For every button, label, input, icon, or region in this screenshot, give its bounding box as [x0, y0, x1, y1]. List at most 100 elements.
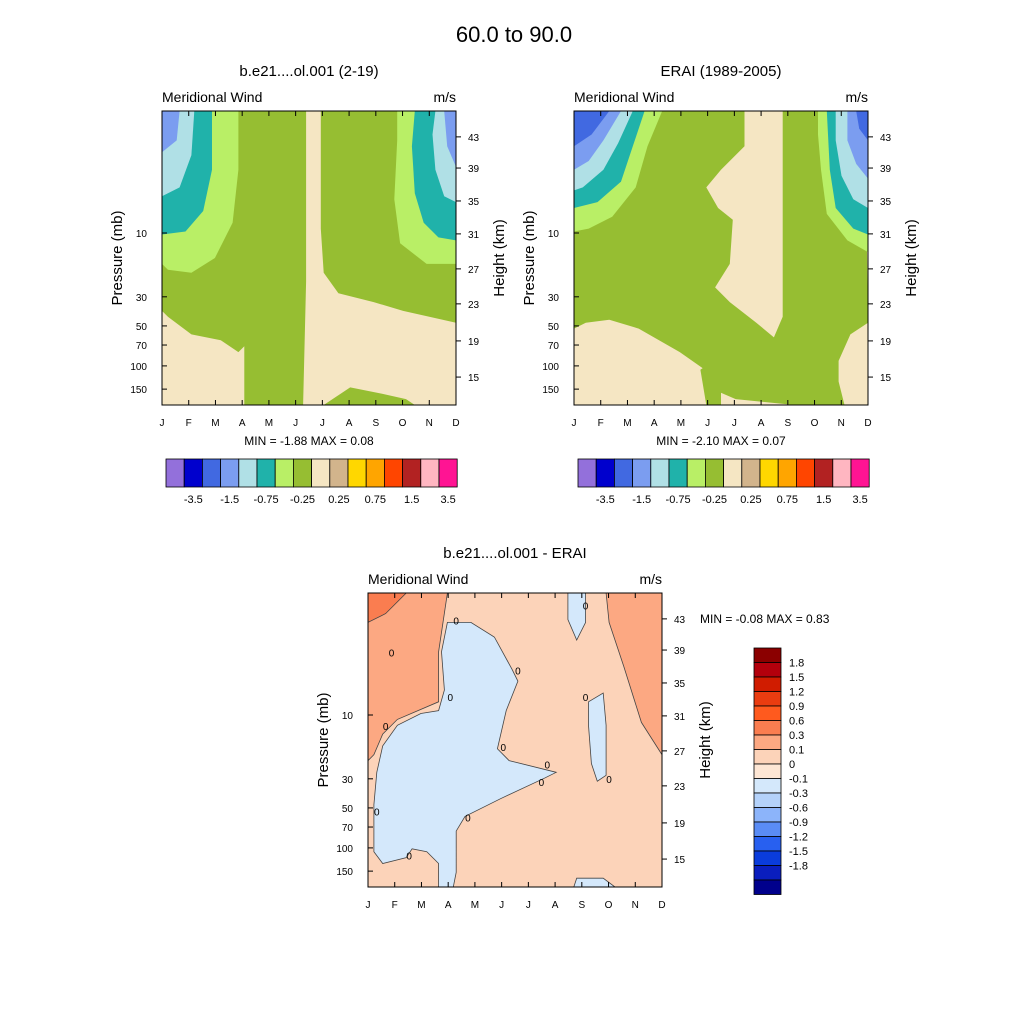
y2-tick-label: 39: [468, 164, 480, 175]
colorbar-box: [753, 763, 782, 779]
min-max-text: MIN = -0.08 MAX = 0.83: [700, 612, 830, 626]
contour-label: 0: [383, 722, 389, 733]
colorbar-box: [753, 879, 782, 895]
contour-label: 0: [374, 808, 380, 819]
y2-tick-label: 43: [880, 133, 892, 144]
y2-tick-label: 19: [880, 337, 892, 348]
y-tick-label: 100: [130, 362, 147, 373]
x-tick-label: J: [499, 900, 504, 911]
x-tick-label: J: [705, 418, 710, 429]
y2-axis-title: Height (km): [903, 219, 920, 297]
x-tick-label: J: [366, 900, 371, 911]
y-axis-title: Pressure (mb): [109, 210, 126, 305]
x-tick-label: A: [758, 418, 765, 429]
y-tick-label: 150: [542, 385, 559, 396]
colorbar-label: -0.25: [702, 494, 727, 506]
colorbar-label: 3.5: [440, 494, 455, 506]
colorbar-box: [741, 458, 761, 488]
y-tick-label: 100: [542, 362, 559, 373]
contour-label: 0: [606, 775, 612, 786]
y-tick-label: 150: [336, 867, 353, 878]
contour-region: [367, 592, 448, 762]
x-tick-label: N: [838, 418, 845, 429]
colorbar-box: [438, 458, 458, 488]
colorbar-label: -1.5: [220, 494, 239, 506]
colorbar-box: [753, 705, 782, 721]
panel-title: ERAI (1989-2005): [661, 63, 782, 80]
x-tick-label: A: [445, 900, 452, 911]
colorbar-box: [274, 458, 294, 488]
colorbar-box: [814, 458, 834, 488]
colorbar-box: [753, 865, 782, 881]
colorbar-box: [753, 836, 782, 852]
colorbar-label: 1.8: [789, 658, 804, 670]
x-tick-label: D: [452, 418, 459, 429]
colorbar-label: -1.8: [789, 861, 808, 873]
colorbar-label: 1.5: [404, 494, 419, 506]
panel-obs: ERAI (1989-2005) Meridional Wind m/s J F M A M J…: [521, 63, 920, 506]
y2-axis-title: Height (km): [697, 701, 714, 779]
y-tick-label: 50: [136, 322, 148, 333]
colorbar-box: [329, 458, 349, 488]
panel-title: b.e21....ol.001 (2-19): [239, 63, 378, 80]
colorbar-label: -1.2: [789, 832, 808, 844]
x-tick-label: M: [265, 418, 273, 429]
colorbar-label: -3.5: [596, 494, 615, 506]
y2-tick-label: 31: [468, 230, 480, 241]
contour-region: [588, 692, 607, 782]
contour-label: 0: [389, 649, 395, 660]
colorbar-box: [577, 458, 597, 488]
contour-region: [700, 355, 721, 405]
colorbar-box: [165, 458, 185, 488]
variable-label: Meridional Wind: [368, 571, 468, 587]
colorbar-box: [796, 458, 816, 488]
colorbar-label: 3.5: [852, 494, 867, 506]
y2-tick-label: 35: [880, 197, 892, 208]
y2-tick-label: 23: [880, 300, 892, 311]
x-tick-label: F: [392, 900, 398, 911]
colorbar-label: 0.1: [789, 745, 804, 757]
y-axis-title: Pressure (mb): [315, 692, 332, 787]
x-tick-label: M: [623, 418, 631, 429]
colorbar-label: 0.6: [789, 716, 804, 728]
x-tick-label: S: [578, 900, 585, 911]
variable-label: Meridional Wind: [162, 89, 262, 105]
y-tick-label: 150: [130, 385, 147, 396]
x-tick-label: M: [211, 418, 219, 429]
colorbar-box: [777, 458, 797, 488]
contour-region: [323, 387, 415, 405]
x-tick-label: N: [632, 900, 639, 911]
y2-tick-label: 35: [674, 679, 686, 690]
colorbar-box: [753, 734, 782, 750]
contour-region: [444, 111, 456, 167]
colorbar-label: 0.9: [789, 701, 804, 713]
y2-tick-label: 43: [674, 615, 686, 626]
y2-tick-label: 35: [468, 197, 480, 208]
contour-region: [856, 111, 868, 141]
y2-tick-label: 15: [880, 373, 892, 384]
colorbar-box: [723, 458, 743, 488]
y2-tick-label: 23: [468, 300, 480, 311]
y-tick-label: 30: [136, 293, 148, 304]
contour-label: 0: [583, 602, 589, 613]
x-tick-label: F: [186, 418, 192, 429]
colorbar-label: 1.5: [816, 494, 831, 506]
y-tick-label: 70: [342, 823, 354, 834]
colorbar-box: [220, 458, 240, 488]
colorbar-box: [759, 458, 779, 488]
contour-label: 0: [583, 693, 589, 704]
colorbar-box: [753, 691, 782, 707]
y-tick-label: 30: [548, 293, 560, 304]
colorbar-box: [753, 850, 782, 866]
contour-region: [574, 111, 610, 147]
plot-frame: [161, 110, 457, 406]
colorbar-box: [238, 458, 258, 488]
page-title: 60.0 to 90.0: [456, 22, 572, 47]
colorbar-label: -0.75: [666, 494, 691, 506]
y2-tick-label: 19: [674, 819, 686, 830]
units-label: m/s: [639, 571, 662, 587]
colorbar-label: 0.25: [740, 494, 761, 506]
x-tick-label: J: [293, 418, 298, 429]
